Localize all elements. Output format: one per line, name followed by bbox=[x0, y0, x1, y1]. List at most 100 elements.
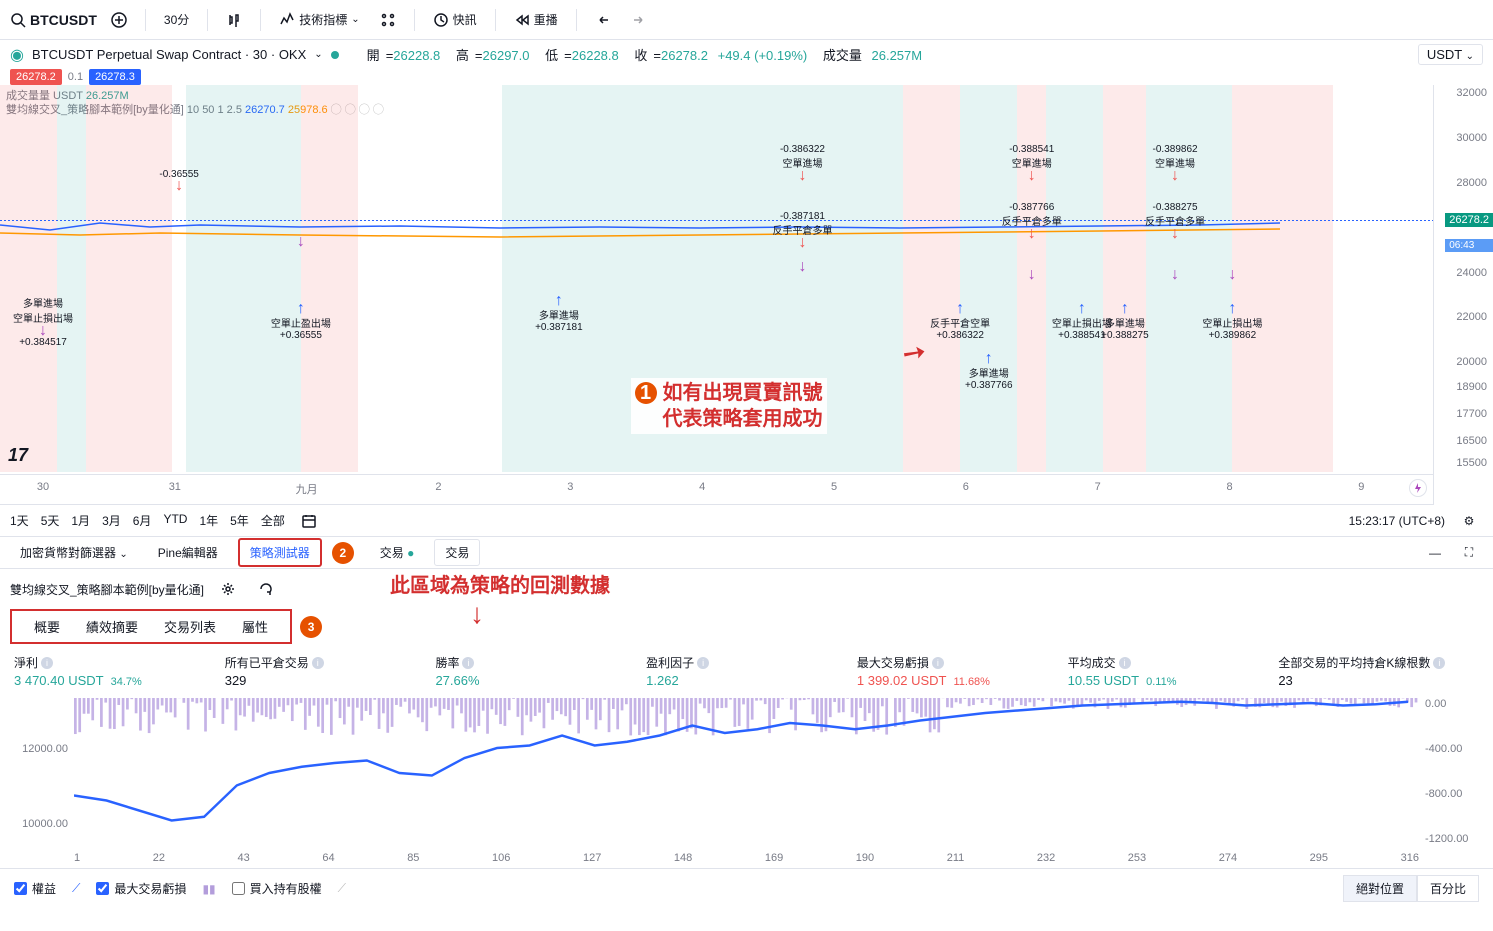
chart-header: ◉ BTCUSDT Perpetual Swap Contract · 30 ·… bbox=[0, 40, 1493, 69]
rewind-icon bbox=[514, 12, 530, 28]
pct-button[interactable]: 百分比 bbox=[1417, 875, 1479, 902]
trade-signal: -0.388541空單進場↓ bbox=[1009, 144, 1054, 182]
equity-pane[interactable] bbox=[74, 698, 1419, 848]
candle-icon bbox=[226, 12, 242, 28]
calendar-button[interactable] bbox=[295, 507, 323, 535]
timezone-label[interactable]: 15:23:17 (UTC+8) bbox=[1349, 514, 1445, 528]
stat-item: 淨利 i3 470.40 USDT 34.7% bbox=[14, 654, 215, 688]
abs-pct-toggle[interactable]: 絕對位置 百分比 bbox=[1343, 875, 1479, 902]
replay-button[interactable]: 重播 bbox=[508, 8, 564, 31]
equity-footer: 權益 ⟋ 最大交易虧損 ▮▮ 買入持有股權 ⟋ 絕對位置 百分比 bbox=[0, 868, 1493, 908]
stat-item: 盈利因子 i1.262 bbox=[646, 654, 847, 688]
indicators-icon bbox=[279, 12, 295, 28]
equity-line-icon: ⟋ bbox=[72, 881, 80, 896]
trade-signal: -0.386322空單進場↓ bbox=[780, 144, 825, 182]
chart-style[interactable] bbox=[220, 6, 248, 34]
result-tab[interactable]: 概要 bbox=[22, 611, 72, 642]
trade-signal: ↑多單進場+0.388275 bbox=[1101, 303, 1149, 341]
annotation-callout-1: 1如有出現買賣訊號 代表策略套用成功 bbox=[631, 378, 827, 434]
trade-signal: ↓ bbox=[1171, 269, 1179, 281]
chart-area[interactable]: 成交量量 USDT 26.257M 雙均線交叉_策略腳本範例[by量化通] 10… bbox=[0, 85, 1493, 505]
exchange-icon: ◉ bbox=[10, 45, 24, 65]
result-tab[interactable]: 交易列表 bbox=[152, 611, 228, 642]
trade-signal: ↑反手平倉空單+0.386322 bbox=[930, 303, 990, 341]
stats-row: 淨利 i3 470.40 USDT 34.7%所有已平倉交易 i329勝率 i2… bbox=[0, 644, 1493, 698]
redo-button[interactable] bbox=[625, 6, 653, 34]
time-axis: 3031九月23456789 bbox=[0, 474, 1433, 504]
range-item[interactable]: YTD bbox=[163, 512, 187, 529]
script-name[interactable]: 雙均線交叉_策略腳本範例[by量化通] bbox=[10, 581, 204, 598]
plus-icon bbox=[111, 12, 127, 28]
trade-signal: ↑多單進場+0.387181 bbox=[535, 295, 583, 333]
range-item[interactable]: 1天 bbox=[10, 512, 29, 529]
equity-checkbox[interactable]: 權益 bbox=[14, 880, 56, 897]
result-tab[interactable]: 屬性 bbox=[230, 611, 280, 642]
script-header: 雙均線交叉_策略腳本範例[by量化通] bbox=[0, 569, 1493, 609]
trade-signal: -0.388275反手平倉多單↓ bbox=[1145, 202, 1205, 240]
maxdd-checkbox[interactable]: 最大交易虧損 bbox=[96, 880, 186, 897]
trade-signal: ↑空單止盈出場+0.36555 bbox=[271, 303, 331, 341]
templates-button[interactable] bbox=[374, 6, 402, 34]
minimize-panel[interactable]: — bbox=[1421, 539, 1449, 567]
ask-badge: 26278.3 bbox=[89, 69, 141, 85]
trade-tab-2[interactable]: 交易 bbox=[434, 539, 480, 566]
trade-signal: ↓ bbox=[1228, 269, 1236, 281]
symbol-text: BTCUSDT bbox=[30, 12, 97, 28]
trade-signal: ↑空單止損出場+0.389862 bbox=[1202, 303, 1262, 341]
trade-signal: -0.387766反手平倉多單↓ bbox=[1002, 202, 1062, 240]
annotation-badge-2: 2 bbox=[332, 542, 354, 564]
stat-item: 最大交易虧損 i1 399.02 USDT 11.68% bbox=[857, 654, 1058, 688]
range-item[interactable]: 5年 bbox=[230, 512, 249, 529]
instrument-title[interactable]: BTCUSDT Perpetual Swap Contract · 30 · O… bbox=[32, 47, 306, 62]
result-tab[interactable]: 績效摘要 bbox=[74, 611, 150, 642]
symbol-search[interactable]: BTCUSDT bbox=[10, 12, 97, 28]
pine-editor-tab[interactable]: Pine編輯器 bbox=[148, 540, 228, 565]
goto-button[interactable] bbox=[1409, 479, 1427, 497]
equity-svg bbox=[74, 698, 1419, 848]
annotation-note: 此區域為策略的回測數據 ↓ bbox=[390, 569, 610, 630]
range-item[interactable]: 1月 bbox=[71, 512, 90, 529]
equity-axis-right: 0.00-400.00-800.00-1200.00 bbox=[1419, 698, 1479, 848]
settings-icon[interactable]: ⚙ bbox=[1455, 507, 1483, 535]
flash-icon bbox=[1413, 483, 1423, 493]
indicators-button[interactable]: 技術指標 ⌄ bbox=[273, 8, 365, 31]
range-item[interactable]: 5天 bbox=[41, 512, 60, 529]
result-tabs: 概要績效摘要交易列表屬性 bbox=[10, 609, 292, 644]
strategy-tester-tab[interactable]: 策略測試器 bbox=[238, 538, 322, 567]
script-settings[interactable] bbox=[214, 575, 242, 603]
add-button[interactable] bbox=[105, 6, 133, 34]
equity-chart[interactable]: 12000.0010000.00 0.00-400.00-800.00-1200… bbox=[14, 698, 1479, 848]
abs-button[interactable]: 絕對位置 bbox=[1343, 875, 1417, 902]
script-reload[interactable] bbox=[252, 575, 280, 603]
maxdd-bar-icon: ▮▮ bbox=[202, 882, 215, 896]
reload-icon bbox=[258, 581, 274, 597]
maximize-panel[interactable]: ⛶ bbox=[1455, 539, 1483, 567]
trade-signal: ↑多單進場+0.387766 bbox=[965, 353, 1013, 391]
screener-tab[interactable]: 加密貨幣對篩選器 ⌄ bbox=[10, 540, 138, 565]
range-item[interactable]: 1年 bbox=[199, 512, 218, 529]
undo-button[interactable] bbox=[589, 6, 617, 34]
ohlc-row: 開=26228.8 高=26297.0 低=26228.8 收=26278.2 … bbox=[367, 45, 934, 64]
range-item[interactable]: 全部 bbox=[261, 512, 285, 529]
top-toolbar: BTCUSDT 30分 技術指標 ⌄ 快訊 重播 bbox=[0, 0, 1493, 40]
tv-logo: 17 bbox=[8, 445, 28, 466]
stat-item: 平均成交 i10.55 USDT 0.11% bbox=[1068, 654, 1269, 688]
buyhold-checkbox[interactable]: 買入持有股權 bbox=[232, 880, 322, 897]
interval-select[interactable]: 30分 bbox=[158, 8, 195, 31]
search-icon bbox=[10, 12, 26, 28]
trade-tab-1[interactable]: 交易 ● bbox=[370, 540, 425, 565]
currency-select[interactable]: USDT ⌄ bbox=[1418, 44, 1483, 65]
equity-x-axis: 1224364851061271481691902112322532742953… bbox=[0, 848, 1493, 868]
range-item[interactable]: 3月 bbox=[102, 512, 121, 529]
price-axis[interactable]: 32000300002800026278.206:432400022000200… bbox=[1433, 85, 1493, 505]
trade-signal: -0.387181反手平倉多單↓ bbox=[772, 211, 832, 249]
trade-signal: 多單進場空單止損出場↓+0.384517 bbox=[13, 295, 73, 348]
alert-button[interactable]: 快訊 bbox=[427, 8, 483, 31]
trade-signal: -0.389862空單進場↓ bbox=[1153, 144, 1198, 182]
chart-pane[interactable]: 成交量量 USDT 26.257M 雙均線交叉_策略腳本範例[by量化通] 10… bbox=[0, 85, 1433, 505]
range-item[interactable]: 6月 bbox=[133, 512, 152, 529]
market-status-dot bbox=[331, 51, 339, 59]
bottom-panel-tabs: 加密貨幣對篩選器 ⌄ Pine編輯器 策略測試器 2 交易 ● 交易 — ⛶ bbox=[0, 537, 1493, 569]
stat-item: 勝率 i27.66% bbox=[435, 654, 636, 688]
grid-icon bbox=[380, 12, 396, 28]
